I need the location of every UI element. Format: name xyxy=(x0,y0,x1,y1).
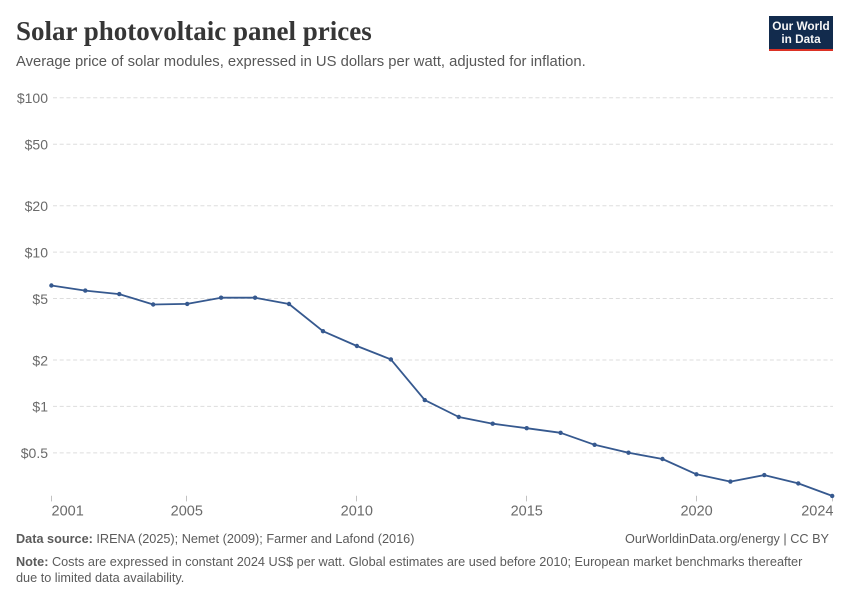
svg-text:2005: 2005 xyxy=(171,503,203,519)
svg-text:$50: $50 xyxy=(25,137,49,153)
svg-text:2015: 2015 xyxy=(511,503,543,519)
svg-text:2001: 2001 xyxy=(52,503,84,519)
svg-text:$2: $2 xyxy=(32,352,48,368)
svg-text:$5: $5 xyxy=(32,291,48,307)
svg-text:$0.5: $0.5 xyxy=(21,445,48,461)
svg-text:2020: 2020 xyxy=(680,503,712,519)
svg-text:$10: $10 xyxy=(25,244,49,260)
svg-text:$20: $20 xyxy=(25,198,49,214)
svg-text:$100: $100 xyxy=(17,90,48,106)
svg-text:2024: 2024 xyxy=(801,503,833,519)
svg-text:$1: $1 xyxy=(32,399,48,415)
svg-text:2010: 2010 xyxy=(341,503,373,519)
